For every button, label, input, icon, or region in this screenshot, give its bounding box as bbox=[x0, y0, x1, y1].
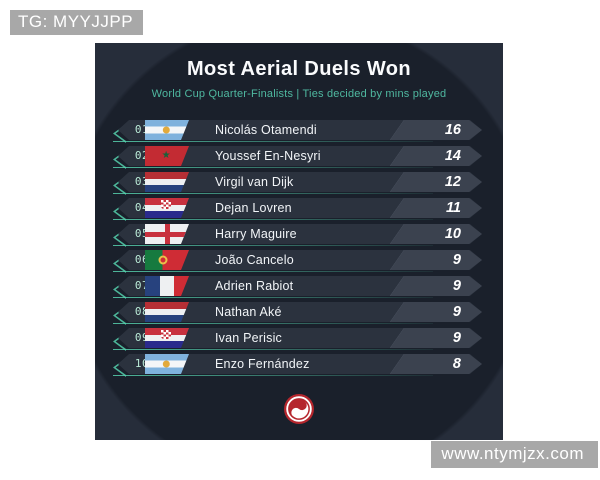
watermark-top-left: TG: MYYJJPP bbox=[10, 10, 144, 35]
table-row: 03 Virgil van Dijk 12 bbox=[113, 172, 482, 192]
value-label: 10 bbox=[444, 226, 461, 242]
player-name: João Cancelo bbox=[215, 253, 294, 267]
table-row: 08 Nathan Aké 9 bbox=[113, 302, 482, 322]
player-name: Adrien Rabiot bbox=[215, 279, 294, 293]
row-accent-underline bbox=[113, 271, 434, 272]
row-bar bbox=[118, 146, 482, 166]
table-row: 06 João Cancelo 9 bbox=[113, 250, 482, 270]
table-row: 07 Adrien Rabiot 9 bbox=[113, 276, 482, 296]
row-bar bbox=[118, 276, 482, 296]
row-bar bbox=[118, 354, 482, 374]
value-label: 9 bbox=[452, 330, 461, 346]
player-name: Virgil van Dijk bbox=[215, 175, 294, 189]
row-accent-underline bbox=[113, 141, 434, 142]
country-flag-icon bbox=[145, 302, 189, 322]
row-bar bbox=[118, 328, 482, 348]
player-name: Harry Maguire bbox=[215, 227, 297, 241]
value-badge: 16 bbox=[390, 120, 482, 140]
country-flag-icon bbox=[145, 250, 189, 270]
value-badge: 9 bbox=[390, 302, 482, 322]
value-badge: 8 bbox=[390, 354, 482, 374]
row-bar bbox=[118, 172, 482, 192]
row-accent-underline bbox=[113, 375, 434, 376]
player-name: Youssef En-Nesyri bbox=[215, 149, 321, 163]
row-bar bbox=[118, 302, 482, 322]
value-badge: 9 bbox=[390, 328, 482, 348]
player-name: Ivan Perisic bbox=[215, 331, 283, 345]
row-bar bbox=[118, 224, 482, 244]
table-row: 10 Enzo Fernández 8 bbox=[113, 354, 482, 374]
value-label: 12 bbox=[444, 174, 461, 190]
value-label: 9 bbox=[452, 252, 461, 268]
poster-title: Most Aerial Duels Won bbox=[187, 58, 411, 80]
row-accent-underline bbox=[113, 219, 434, 220]
value-badge: 12 bbox=[390, 172, 482, 192]
country-flag-icon bbox=[145, 120, 189, 140]
row-accent-underline bbox=[113, 323, 434, 324]
table-row: 02 Youssef En-Nesyri 14 bbox=[113, 146, 482, 166]
player-name: Enzo Fernández bbox=[215, 357, 310, 371]
country-flag-icon bbox=[145, 328, 189, 348]
value-label: 8 bbox=[452, 356, 461, 372]
table-row: 01 Nicolás Otamendi 16 bbox=[113, 120, 482, 140]
country-flag-icon bbox=[145, 224, 189, 244]
table-row: 05 Harry Maguire 10 bbox=[113, 224, 482, 244]
row-bar bbox=[118, 120, 482, 140]
value-badge: 10 bbox=[390, 224, 482, 244]
country-flag-icon bbox=[145, 354, 189, 374]
value-label: 9 bbox=[452, 304, 461, 320]
row-accent-underline bbox=[113, 297, 434, 298]
country-flag-icon bbox=[145, 276, 189, 296]
stats-poster: Most Aerial Duels Won World Cup Quarter-… bbox=[95, 43, 503, 440]
table-row: 04 Dejan Lovren 11 bbox=[113, 198, 482, 218]
row-bar bbox=[118, 250, 482, 270]
row-accent-underline bbox=[113, 167, 434, 168]
table-row: 09 Ivan Perisic 9 bbox=[113, 328, 482, 348]
site-logo-icon bbox=[284, 394, 314, 424]
value-badge: 9 bbox=[390, 276, 482, 296]
value-badge: 9 bbox=[390, 250, 482, 270]
row-accent-underline bbox=[113, 349, 434, 350]
value-label: 16 bbox=[444, 122, 461, 138]
country-flag-icon bbox=[145, 198, 189, 218]
player-name: Dejan Lovren bbox=[215, 201, 292, 215]
watermark-bottom-right: www.ntymjzx.com bbox=[431, 441, 598, 468]
row-bar bbox=[118, 198, 482, 218]
ranking-list: 01 Nicolás Otamendi 16 02 Youssef En-Nes… bbox=[113, 120, 482, 380]
country-flag-icon bbox=[145, 172, 189, 192]
poster-subtitle: World Cup Quarter-Finalists | Ties decid… bbox=[151, 88, 447, 100]
value-badge: 14 bbox=[390, 146, 482, 166]
value-label: 14 bbox=[444, 148, 461, 164]
value-label: 9 bbox=[452, 278, 461, 294]
player-name: Nicolás Otamendi bbox=[215, 123, 317, 137]
row-accent-underline bbox=[113, 245, 434, 246]
value-badge: 11 bbox=[390, 198, 482, 218]
row-accent-underline bbox=[113, 193, 434, 194]
value-label: 11 bbox=[445, 200, 461, 216]
country-flag-icon bbox=[145, 146, 189, 166]
player-name: Nathan Aké bbox=[215, 305, 282, 319]
